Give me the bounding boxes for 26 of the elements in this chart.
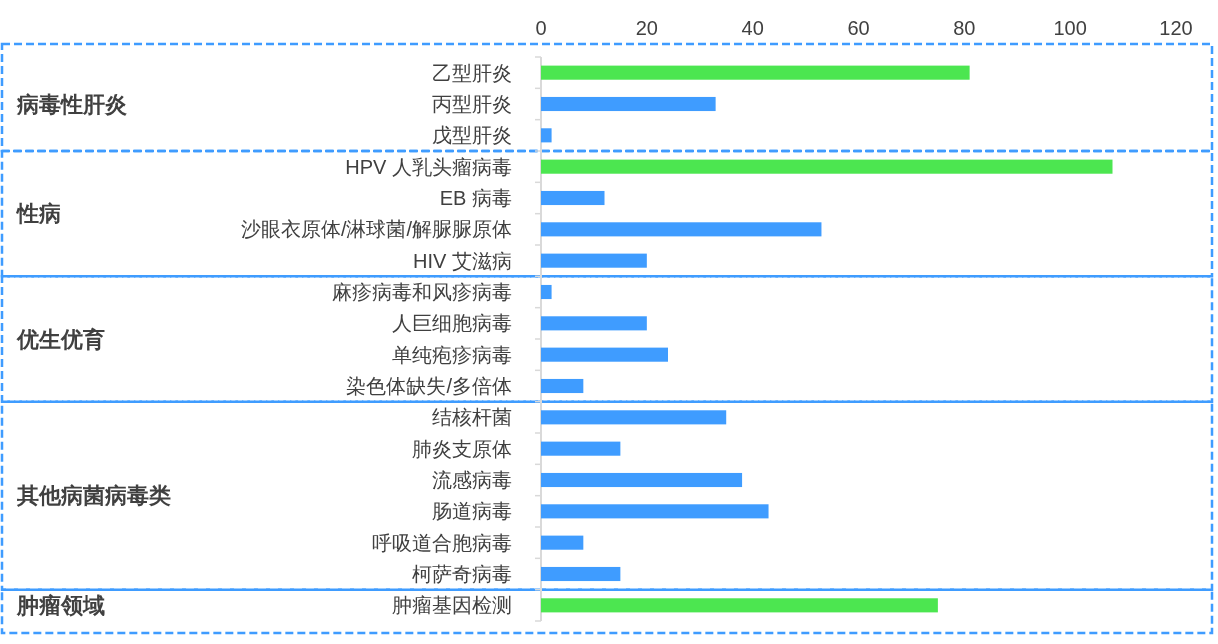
y-tick-label: 麻疹病毒和风疹病毒 (332, 281, 512, 303)
y-tick-label: 肺炎支原体 (412, 437, 512, 460)
y-tick-label: EB 病毒 (439, 187, 512, 209)
x-tick-label: 60 (847, 17, 870, 39)
x-tick-label: 40 (741, 17, 764, 39)
y-tick-label: 单纯疱疹病毒 (392, 343, 512, 366)
y-tick-label: 肠道病毒 (432, 500, 512, 523)
x-tick-label: 80 (953, 17, 976, 39)
y-tick-label: 流感病毒 (432, 469, 512, 491)
x-tick-label: 120 (1159, 17, 1193, 39)
y-tick-label: 结核杆菌 (432, 406, 512, 429)
x-tick-label: 100 (1053, 17, 1087, 39)
y-tick-label: 沙眼衣原体/淋球菌/解脲脲原体 (240, 218, 512, 241)
y-tick-label: HPV 人乳头瘤病毒 (345, 155, 512, 178)
y-tick-label: 呼吸道合胞病毒 (372, 531, 512, 554)
y-tick-label: HIV 艾滋病 (413, 249, 512, 272)
y-tick-label: 染色体缺失/多倍体 (346, 375, 512, 397)
y-tick-label: 乙型肝炎 (432, 61, 512, 84)
y-tick-label: 丙型肝炎 (432, 93, 512, 115)
x-tick-label: 20 (635, 17, 658, 39)
y-tick-label: 柯萨奇病毒 (412, 563, 512, 585)
y-tick-label: 戊型肝炎 (432, 124, 512, 147)
y-tick-label: 人巨细胞病毒 (392, 312, 512, 335)
y-tick-label: 肿瘤基因检测 (392, 594, 512, 617)
group-labels: 病毒性肝炎 性病 优生优育 其他病菌病毒类 肿瘤领域 (17, 91, 171, 618)
x-tick-label: 0 (535, 17, 547, 39)
